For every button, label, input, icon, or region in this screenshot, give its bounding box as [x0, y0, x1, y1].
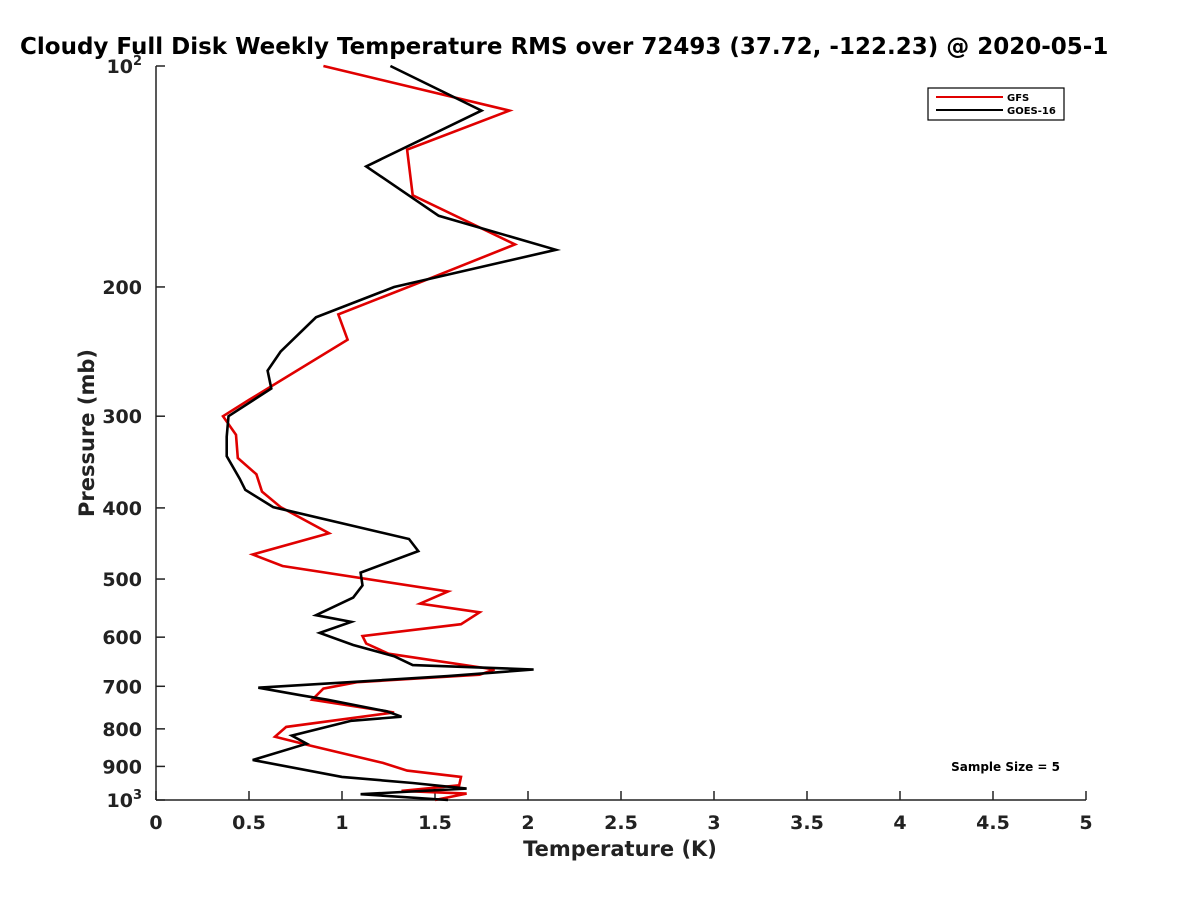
- x-axis-ticks: 0 0.5 1 1.5 2 2.5 3 3.5 4 4.5 5: [149, 791, 1093, 834]
- y-tick-label: 300: [102, 406, 142, 428]
- legend-box: [927, 87, 1065, 121]
- x-tick-label: 1.5: [418, 812, 452, 834]
- series-layer: [221, 64, 562, 802]
- x-tick-label: 2.5: [604, 812, 638, 834]
- series-line-goes16: [225, 64, 562, 802]
- x-tick-label: 0.5: [232, 812, 266, 834]
- x-tick-label: 3.5: [790, 812, 824, 834]
- x-tick-label: 1: [335, 812, 348, 834]
- legend-entry-goes16: GOES-16: [1007, 106, 1056, 117]
- x-tick-label: 4: [893, 812, 906, 834]
- y-tick-label: 200: [102, 277, 142, 299]
- series-line-gfs: [221, 64, 519, 802]
- plot-frame: [155, 66, 1086, 801]
- y-tick-label: 800: [102, 719, 142, 741]
- chart-title: Cloudy Full Disk Weekly Temperature RMS …: [20, 34, 1108, 60]
- sample-size-annotation: Sample Size = 5: [951, 760, 1060, 774]
- legend-entry-gfs: GFS: [1007, 93, 1029, 104]
- y-axis-label: Pressure (mb): [75, 349, 99, 517]
- x-tick-label: 3: [707, 812, 720, 834]
- y-tick-label: 600: [102, 627, 142, 649]
- x-tick-label: 4.5: [976, 812, 1010, 834]
- x-tick-label: 2: [521, 812, 534, 834]
- y-tick-label: 900: [102, 756, 142, 778]
- y-tick-label: 103: [107, 788, 143, 812]
- y-tick-label: 500: [102, 569, 142, 591]
- y-tick-label: 400: [102, 498, 142, 520]
- y-axis-ticks: 102 200 300 400 500 600 700 800 900 103: [102, 54, 165, 812]
- x-tick-label: 5: [1079, 812, 1092, 834]
- y-tick-label: 102: [107, 54, 143, 78]
- y-tick-label: 700: [102, 676, 142, 698]
- x-axis-label: Temperature (K): [523, 837, 717, 861]
- legend: GFS GOES-16: [927, 87, 1065, 121]
- x-tick-label: 0: [149, 812, 162, 834]
